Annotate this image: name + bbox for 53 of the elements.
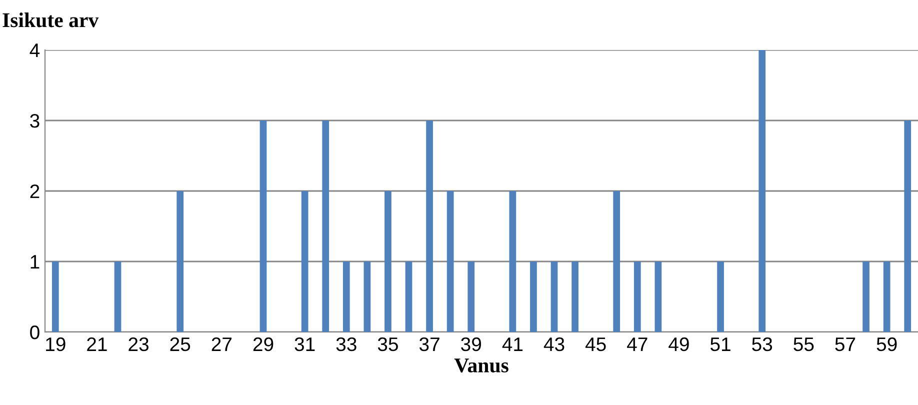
- x-tick-label: 29: [253, 337, 274, 352]
- x-tick-label: 53: [752, 337, 772, 352]
- bar: [260, 120, 267, 332]
- y-tick-label: 2: [30, 184, 40, 198]
- x-tick-label: 49: [668, 337, 689, 352]
- y-tick-label: 4: [30, 44, 40, 58]
- x-tick-label: 57: [835, 338, 856, 352]
- bar: [342, 262, 350, 332]
- bar: [717, 262, 724, 332]
- x-tick-label: 59: [876, 337, 897, 352]
- x-tick-label: 39: [461, 337, 481, 352]
- x-tick-label: 19: [46, 337, 66, 352]
- y-tick-label: 1: [30, 255, 40, 269]
- y-tick-label: 0: [30, 325, 40, 340]
- bar: [405, 262, 412, 332]
- x-tick-label: 27: [212, 337, 232, 351]
- bar: [384, 191, 392, 332]
- x-tick-label: 45: [585, 338, 606, 352]
- bar: [446, 191, 454, 332]
- bar: [176, 191, 184, 332]
- x-tick-label: 21: [87, 337, 107, 351]
- x-tick-label: 23: [128, 337, 148, 352]
- bar: [550, 262, 558, 332]
- bar: [52, 262, 59, 332]
- bar: [301, 191, 308, 332]
- bar: [904, 120, 912, 332]
- x-tick-label: 37: [419, 337, 440, 352]
- bar: [468, 262, 475, 332]
- bar: [654, 262, 662, 332]
- x-tick-label: 41: [502, 338, 523, 351]
- x-axis-title: Vanus: [454, 358, 508, 373]
- x-tick-label: 55: [794, 338, 814, 352]
- x-tick-label: 43: [544, 337, 564, 352]
- bar: [364, 262, 371, 332]
- bar: [530, 262, 537, 332]
- bar: [862, 262, 870, 332]
- y-tick-label: 3: [30, 114, 40, 128]
- x-tick-label: 35: [378, 337, 398, 352]
- bar: [509, 191, 516, 332]
- bar: [114, 262, 122, 332]
- bar: [883, 262, 890, 332]
- bar: [613, 191, 620, 332]
- bar: [426, 120, 433, 332]
- bar: [758, 50, 766, 332]
- y-axis-title: Isikute arv: [2, 12, 99, 28]
- x-tick-label: 33: [336, 337, 356, 352]
- bar: [572, 262, 578, 332]
- x-tick-label: 51: [710, 338, 730, 352]
- x-tick-label: 31: [294, 337, 315, 352]
- bar: [322, 120, 330, 332]
- bar: [634, 262, 641, 332]
- x-tick-label: 47: [627, 338, 648, 351]
- x-tick-label: 25: [170, 337, 190, 352]
